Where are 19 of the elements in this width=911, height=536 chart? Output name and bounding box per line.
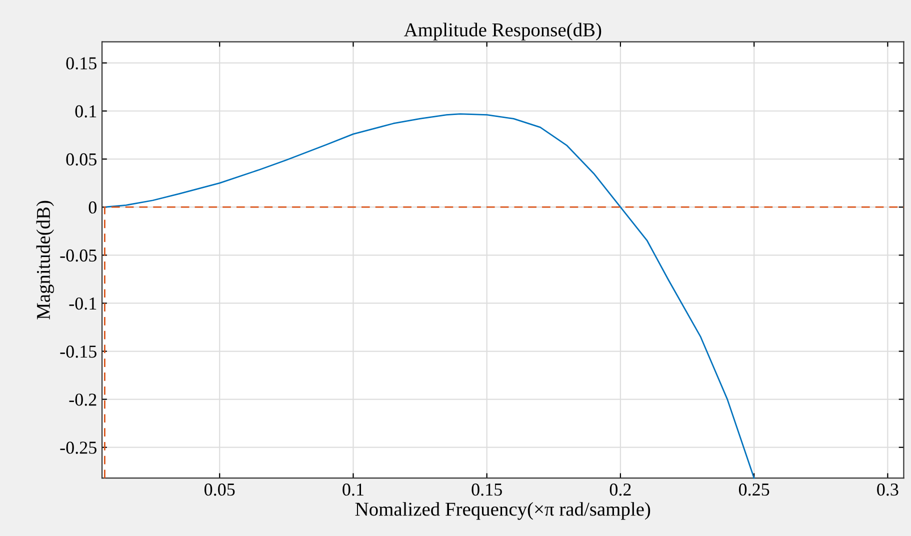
x-tick-label: 0.3: [877, 483, 898, 496]
y-tick-label: 0: [88, 201, 96, 214]
y-tick-label: -0.05: [60, 249, 96, 262]
chart-title: Amplitude Response(dB): [404, 22, 602, 40]
y-axis-title: Magnitude(dB): [36, 200, 54, 320]
y-tick-label: 0.1: [75, 105, 96, 118]
y-tick-label: 0.15: [66, 57, 96, 70]
y-tick-label: -0.2: [69, 394, 96, 406]
y-tick-label: 0.05: [66, 153, 96, 166]
y-tick-label: -0.15: [60, 346, 96, 358]
x-tick-label: 0.25: [738, 483, 770, 496]
x-tick-label: 0.15: [472, 483, 502, 496]
y-tick-label: -0.25: [60, 442, 96, 454]
line-series: [104, 113, 755, 479]
x-tick-label: 0.05: [204, 483, 235, 496]
y-tick-label: -0.1: [69, 297, 96, 310]
x-axis-title: Nomalized Frequency(×π rad/sample): [355, 502, 650, 520]
x-tick-label: 0.1: [342, 483, 364, 496]
x-tick-label: 0.2: [610, 483, 631, 496]
